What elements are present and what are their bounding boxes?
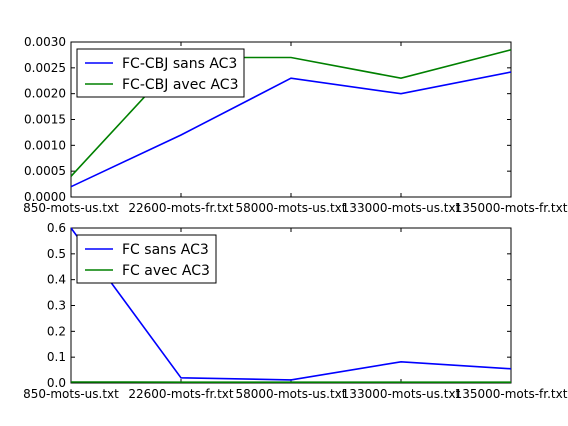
series-line-1 xyxy=(71,71,511,188)
y-tick-label: 0.3 xyxy=(47,299,66,313)
y-tick-label: 0.0025 xyxy=(24,61,66,75)
legend-box xyxy=(76,48,245,98)
legend-label: FC sans AC3 xyxy=(122,242,209,258)
y-tick-label: 0.0015 xyxy=(24,113,66,127)
y-tick-label: 0.0010 xyxy=(24,138,66,152)
x-tick-label: 135000-mots-fr.txt xyxy=(455,387,568,401)
series-line-1 xyxy=(71,227,511,381)
y-tick-label: 0.0020 xyxy=(24,87,66,101)
y-tick-label: 0.1 xyxy=(47,350,66,364)
y-tick-label: 0.0030 xyxy=(24,35,66,49)
legend-box xyxy=(76,234,217,284)
legend-label: FC avec AC3 xyxy=(122,263,210,279)
x-tick-label: 22600-mots-fr.txt xyxy=(128,387,234,401)
x-tick-label: 850-mots-us.txt xyxy=(23,387,119,401)
x-tick-label: 850-mots-us.txt xyxy=(23,201,119,215)
x-tick-label: 22600-mots-fr.txt xyxy=(128,201,234,215)
y-tick-label: 0.6 xyxy=(47,221,66,235)
y-tick-label: 0.4 xyxy=(47,273,66,287)
legend-label: FC-CBJ avec AC3 xyxy=(122,77,238,93)
x-tick-label: 58000-mots-us.txt xyxy=(235,201,346,215)
legend-label: FC-CBJ sans AC3 xyxy=(122,56,237,72)
y-tick-label: 0.0005 xyxy=(24,164,66,178)
y-tick-label: 0.5 xyxy=(47,247,66,261)
x-tick-label: 133000-mots-us.txt xyxy=(342,387,461,401)
y-tick-label: 0.0 xyxy=(47,376,66,390)
x-tick-label: 135000-mots-fr.txt xyxy=(455,201,568,215)
y-tick-label: 0.0000 xyxy=(24,190,66,204)
x-tick-label: 133000-mots-us.txt xyxy=(342,201,461,215)
x-tick-label: 58000-mots-us.txt xyxy=(235,387,346,401)
y-tick-label: 0.2 xyxy=(47,324,66,338)
